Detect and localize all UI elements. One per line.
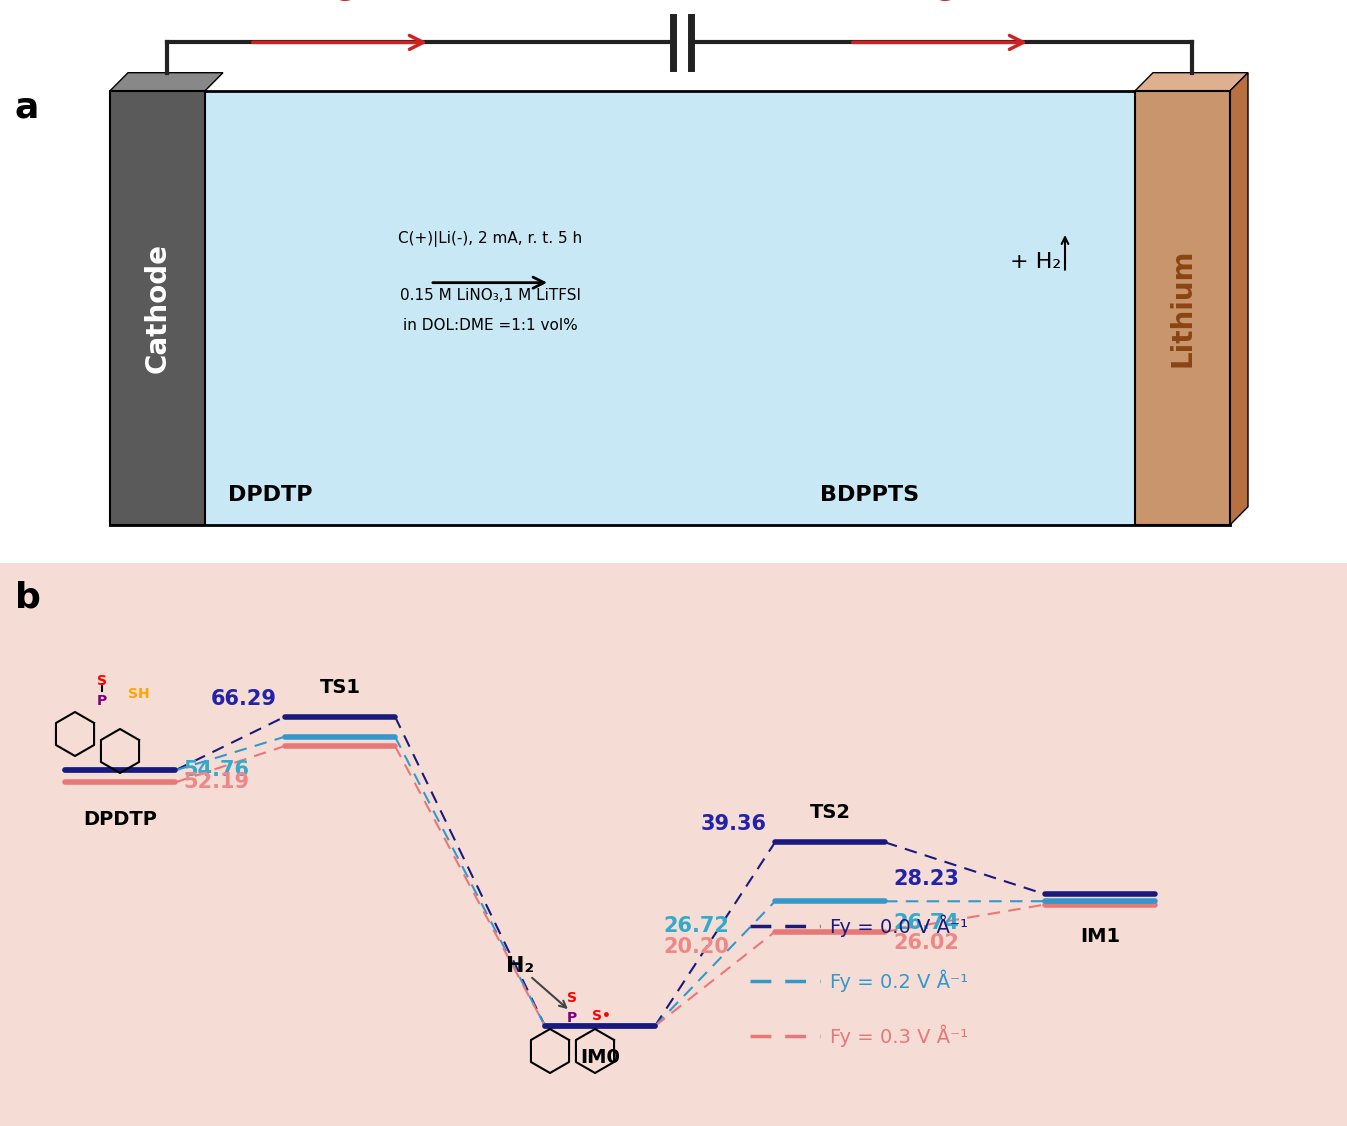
FancyBboxPatch shape bbox=[0, 563, 1347, 1126]
Text: IM0: IM0 bbox=[581, 1048, 620, 1067]
Polygon shape bbox=[1230, 73, 1249, 525]
Text: 26.72: 26.72 bbox=[663, 917, 729, 937]
FancyBboxPatch shape bbox=[110, 91, 205, 525]
Text: 28.23: 28.23 bbox=[893, 869, 959, 890]
FancyBboxPatch shape bbox=[110, 91, 1230, 525]
Text: a: a bbox=[15, 91, 39, 125]
Text: + H₂: + H₂ bbox=[1010, 252, 1061, 272]
Text: S•: S• bbox=[591, 1009, 612, 1024]
Text: e-: e- bbox=[333, 0, 366, 7]
Text: 54.76: 54.76 bbox=[183, 760, 249, 780]
Text: SH: SH bbox=[128, 687, 150, 701]
Text: Fy = 0.0 V Å⁻¹: Fy = 0.0 V Å⁻¹ bbox=[830, 914, 968, 937]
Text: P: P bbox=[97, 694, 108, 708]
Text: Fy = 0.3 V Å⁻¹: Fy = 0.3 V Å⁻¹ bbox=[830, 1025, 968, 1047]
Text: 26.74: 26.74 bbox=[893, 913, 959, 933]
Text: IM1: IM1 bbox=[1080, 927, 1121, 946]
Text: 0.15 M LiNO₃,1 M LiTFSI: 0.15 M LiNO₃,1 M LiTFSI bbox=[400, 288, 581, 303]
Text: Lithium: Lithium bbox=[1168, 249, 1196, 367]
Text: b: b bbox=[15, 581, 40, 615]
Polygon shape bbox=[110, 73, 224, 91]
Text: 66.29: 66.29 bbox=[211, 689, 277, 708]
Text: S: S bbox=[97, 674, 106, 688]
Text: BDPPTS: BDPPTS bbox=[820, 485, 920, 504]
Text: DPDTP: DPDTP bbox=[228, 485, 313, 504]
Text: e-: e- bbox=[933, 0, 967, 7]
Text: DPDTP: DPDTP bbox=[84, 811, 158, 830]
Text: C(+)|Li(-), 2 mA, r. t. 5 h: C(+)|Li(-), 2 mA, r. t. 5 h bbox=[397, 231, 582, 248]
Text: 26.02: 26.02 bbox=[893, 932, 959, 953]
Text: TS1: TS1 bbox=[319, 678, 361, 697]
Polygon shape bbox=[1136, 73, 1249, 91]
Text: P: P bbox=[567, 1011, 577, 1025]
Text: 20.20: 20.20 bbox=[663, 937, 729, 957]
Text: H₂: H₂ bbox=[506, 956, 535, 976]
FancyBboxPatch shape bbox=[1136, 91, 1230, 525]
Text: 52.19: 52.19 bbox=[183, 772, 249, 793]
Text: in DOL:DME =1:1 vol%: in DOL:DME =1:1 vol% bbox=[403, 318, 578, 333]
Text: TS2: TS2 bbox=[810, 803, 850, 822]
Text: S: S bbox=[567, 991, 577, 1006]
Text: 39.36: 39.36 bbox=[700, 814, 766, 834]
Text: Cathode: Cathode bbox=[144, 243, 171, 373]
Text: Fy = 0.2 V Å⁻¹: Fy = 0.2 V Å⁻¹ bbox=[830, 969, 968, 992]
